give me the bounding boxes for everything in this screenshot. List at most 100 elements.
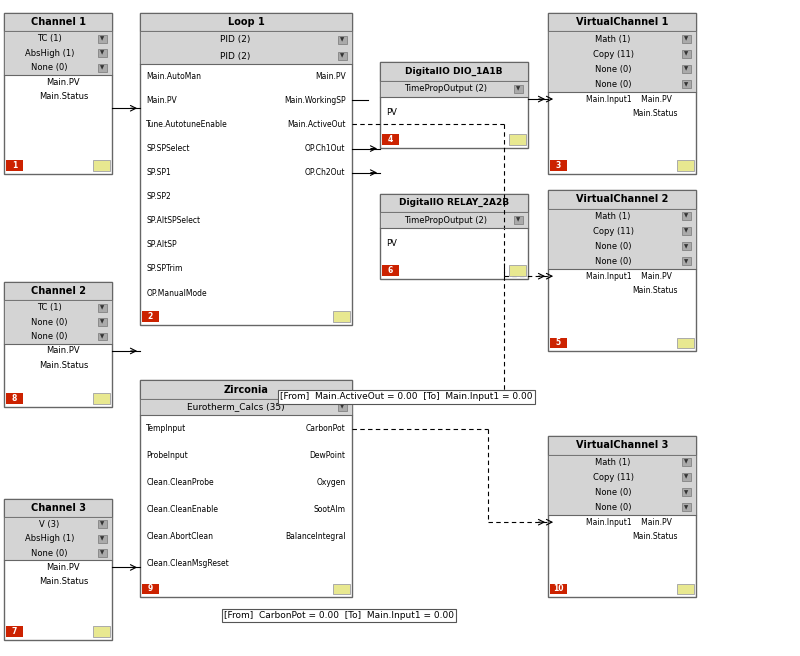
Text: None (0): None (0) xyxy=(31,63,68,72)
Text: ▼: ▼ xyxy=(516,218,521,222)
Text: SP.SPTrim: SP.SPTrim xyxy=(146,264,182,274)
Text: TC (1): TC (1) xyxy=(37,303,62,312)
Text: Math (1): Math (1) xyxy=(595,458,631,466)
Text: 7: 7 xyxy=(12,627,17,636)
Text: ▼: ▼ xyxy=(684,214,689,218)
Text: 3: 3 xyxy=(556,161,561,171)
Text: 6: 6 xyxy=(388,266,393,276)
Text: 4: 4 xyxy=(388,135,393,144)
Bar xyxy=(380,212,528,228)
Text: 8: 8 xyxy=(12,394,17,403)
Text: DigitalIO DIO_1A1B: DigitalIO DIO_1A1B xyxy=(406,67,502,76)
Text: OP.Ch1Out: OP.Ch1Out xyxy=(305,144,346,153)
Text: ▼: ▼ xyxy=(684,244,689,249)
Text: SP.AltSP: SP.AltSP xyxy=(146,240,177,249)
Bar xyxy=(682,51,691,58)
Bar xyxy=(142,584,159,594)
Bar xyxy=(682,35,691,43)
Text: BalanceIntegral: BalanceIntegral xyxy=(285,532,346,541)
Text: Main.PV: Main.PV xyxy=(46,563,80,572)
Bar xyxy=(548,436,696,455)
Text: ▼: ▼ xyxy=(684,475,689,480)
Bar xyxy=(682,243,691,251)
Text: [From]  CarbonPot = 0.00  [To]  Main.Input1 = 0.00: [From] CarbonPot = 0.00 [To] Main.Input1… xyxy=(224,611,454,620)
Bar xyxy=(548,13,696,31)
Text: Channel 1: Channel 1 xyxy=(30,17,86,28)
Text: None (0): None (0) xyxy=(595,503,631,512)
Bar xyxy=(380,62,528,81)
Bar xyxy=(333,584,350,594)
Text: VirtualChannel 3: VirtualChannel 3 xyxy=(576,440,668,451)
Text: SP.SP2: SP.SP2 xyxy=(146,192,171,201)
Bar xyxy=(509,266,526,276)
Bar xyxy=(4,31,112,75)
Bar xyxy=(140,380,352,399)
Bar xyxy=(98,35,107,43)
Text: ▼: ▼ xyxy=(684,505,689,510)
Bar xyxy=(509,134,526,145)
Text: ▼: ▼ xyxy=(100,36,105,41)
Bar xyxy=(548,13,696,174)
Text: ▼: ▼ xyxy=(684,460,689,464)
Text: ProbeInput: ProbeInput xyxy=(146,451,188,461)
Bar xyxy=(682,213,691,220)
Bar xyxy=(682,488,691,497)
Text: PV: PV xyxy=(386,108,398,117)
Bar xyxy=(514,216,523,224)
Bar xyxy=(140,380,352,597)
Text: Main.Status: Main.Status xyxy=(38,577,88,586)
Text: ▼: ▼ xyxy=(100,319,105,325)
Text: None (0): None (0) xyxy=(595,257,631,266)
Text: Main.Input1    Main.PV: Main.Input1 Main.PV xyxy=(586,272,672,281)
Text: ▼: ▼ xyxy=(516,87,521,91)
Text: Tune.AutotuneEnable: Tune.AutotuneEnable xyxy=(146,120,228,129)
Text: 5: 5 xyxy=(556,338,561,348)
Bar xyxy=(682,504,691,512)
Text: PID (2): PID (2) xyxy=(220,52,250,60)
Text: ▼: ▼ xyxy=(100,522,105,527)
Text: Channel 3: Channel 3 xyxy=(30,502,86,513)
Text: Copy (11): Copy (11) xyxy=(593,473,634,482)
Bar xyxy=(677,161,694,171)
Text: DewPoint: DewPoint xyxy=(310,451,346,461)
Bar xyxy=(98,549,107,557)
Text: None (0): None (0) xyxy=(31,332,68,341)
Text: None (0): None (0) xyxy=(31,548,68,558)
Text: ▼: ▼ xyxy=(684,259,689,264)
Text: Clean.AbortClean: Clean.AbortClean xyxy=(146,532,214,541)
Text: ▼: ▼ xyxy=(684,490,689,495)
Text: SP.SP1: SP.SP1 xyxy=(146,168,171,177)
Text: DigitalIO RELAY_2A2B: DigitalIO RELAY_2A2B xyxy=(399,198,509,207)
Text: ▼: ▼ xyxy=(340,54,345,58)
Bar xyxy=(548,190,696,209)
Text: ▼: ▼ xyxy=(100,536,105,541)
Text: Zirconia: Zirconia xyxy=(223,384,269,395)
Bar xyxy=(677,584,694,594)
Bar xyxy=(4,282,112,407)
Text: AbsHigh (1): AbsHigh (1) xyxy=(25,49,74,58)
Bar xyxy=(380,62,528,148)
Text: ▼: ▼ xyxy=(340,405,345,409)
Bar xyxy=(548,209,696,269)
Bar xyxy=(4,282,112,300)
Text: None (0): None (0) xyxy=(595,65,631,73)
Bar xyxy=(682,66,691,73)
Bar xyxy=(682,459,691,466)
Bar xyxy=(338,403,347,411)
Bar xyxy=(380,194,528,212)
Text: Math (1): Math (1) xyxy=(595,35,631,43)
Text: ▼: ▼ xyxy=(340,37,345,42)
Text: ▼: ▼ xyxy=(100,65,105,70)
Text: ▼: ▼ xyxy=(100,334,105,339)
Text: ▼: ▼ xyxy=(684,52,689,56)
Text: Copy (11): Copy (11) xyxy=(593,50,634,58)
Bar xyxy=(382,266,399,276)
Text: Main.AutoMan: Main.AutoMan xyxy=(146,72,202,81)
Text: SootAlm: SootAlm xyxy=(314,505,346,514)
Text: 9: 9 xyxy=(148,584,153,594)
Bar xyxy=(380,194,528,279)
Bar xyxy=(93,393,110,404)
Bar xyxy=(682,474,691,482)
Text: OP.ManualMode: OP.ManualMode xyxy=(146,289,207,298)
Text: Main.Status: Main.Status xyxy=(632,532,678,541)
